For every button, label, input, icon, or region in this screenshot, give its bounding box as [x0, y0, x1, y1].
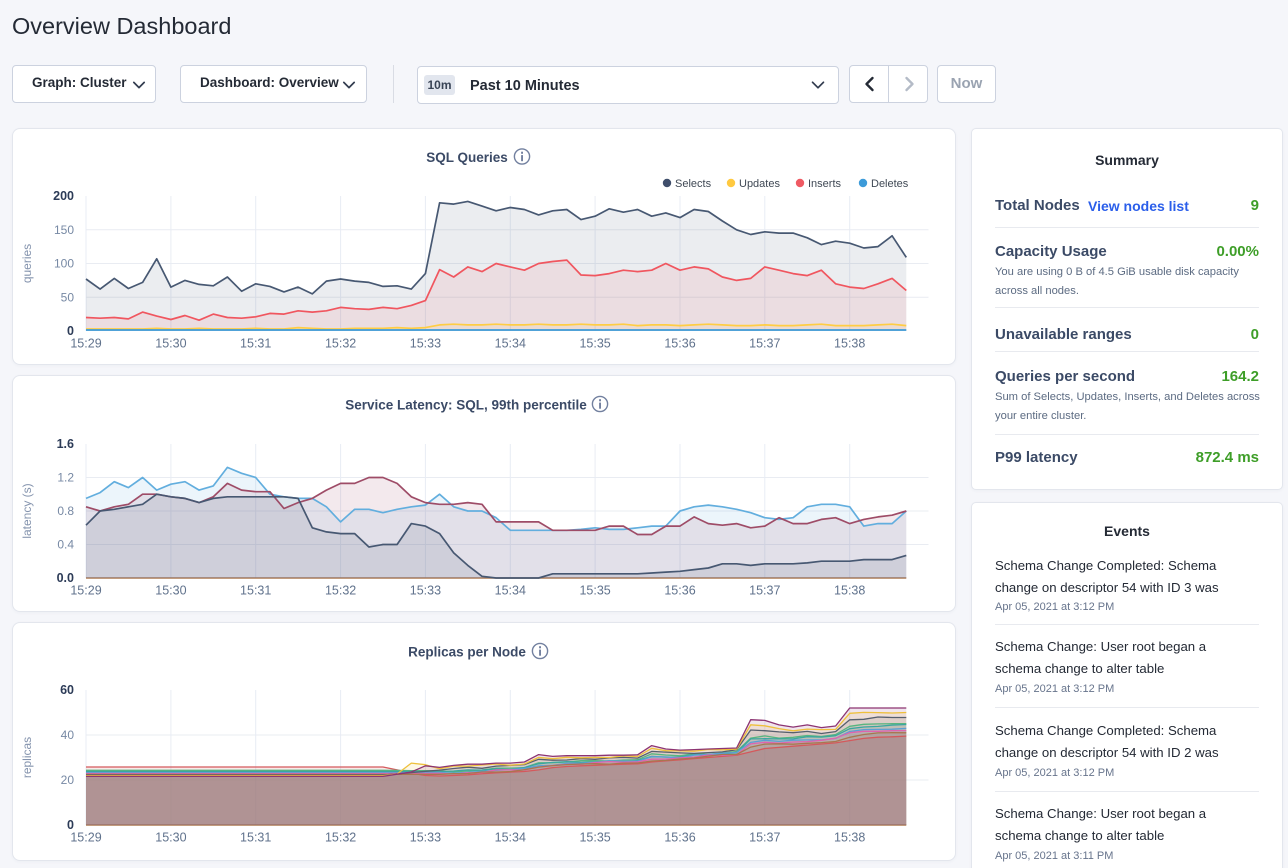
svg-text:15:37: 15:37	[749, 831, 780, 845]
svg-text:15:35: 15:35	[579, 337, 610, 351]
svg-text:1.6: 1.6	[57, 437, 74, 451]
svg-text:SQL Queries: SQL Queries	[426, 150, 508, 165]
svg-text:15:32: 15:32	[325, 584, 356, 598]
svg-text:15:31: 15:31	[240, 337, 271, 351]
svg-text:15:33: 15:33	[410, 831, 441, 845]
svg-text:15:36: 15:36	[664, 584, 695, 598]
svg-text:15:32: 15:32	[325, 831, 356, 845]
svg-text:0.4: 0.4	[57, 538, 74, 552]
svg-text:replicas: replicas	[20, 737, 34, 778]
svg-text:15:36: 15:36	[664, 337, 695, 351]
svg-text:15:30: 15:30	[155, 584, 186, 598]
svg-text:Selects: Selects	[675, 178, 712, 190]
svg-text:15:29: 15:29	[70, 337, 101, 351]
svg-text:15:35: 15:35	[579, 831, 610, 845]
svg-text:15:36: 15:36	[664, 831, 695, 845]
svg-text:latency (s): latency (s)	[20, 483, 34, 538]
svg-text:15:34: 15:34	[495, 584, 526, 598]
svg-text:15:29: 15:29	[70, 584, 101, 598]
svg-text:15:32: 15:32	[325, 337, 356, 351]
svg-text:1.2: 1.2	[57, 471, 74, 485]
svg-text:40: 40	[61, 728, 75, 742]
svg-text:15:38: 15:38	[834, 831, 865, 845]
svg-text:15:35: 15:35	[579, 584, 610, 598]
svg-text:Replicas per Node: Replicas per Node	[408, 645, 526, 660]
svg-text:Service Latency: SQL, 99th per: Service Latency: SQL, 99th percentile	[345, 398, 587, 413]
svg-text:0.0: 0.0	[57, 571, 74, 585]
svg-text:20: 20	[61, 773, 75, 787]
svg-text:15:38: 15:38	[834, 584, 865, 598]
svg-text:15:31: 15:31	[240, 831, 271, 845]
svg-text:15:38: 15:38	[834, 337, 865, 351]
svg-text:100: 100	[54, 257, 74, 271]
svg-text:Inserts: Inserts	[808, 178, 842, 190]
svg-text:15:30: 15:30	[155, 337, 186, 351]
svg-text:15:34: 15:34	[495, 831, 526, 845]
svg-text:0: 0	[67, 324, 74, 338]
svg-text:50: 50	[61, 290, 75, 304]
svg-text:60: 60	[60, 683, 74, 697]
svg-text:15:34: 15:34	[495, 337, 526, 351]
svg-text:queries: queries	[20, 244, 34, 283]
svg-text:15:37: 15:37	[749, 584, 780, 598]
svg-text:Updates: Updates	[739, 178, 780, 190]
svg-text:15:33: 15:33	[410, 337, 441, 351]
svg-text:15:30: 15:30	[155, 831, 186, 845]
svg-text:0: 0	[67, 818, 74, 832]
svg-text:0.8: 0.8	[57, 504, 74, 518]
svg-text:15:29: 15:29	[70, 831, 101, 845]
svg-text:Deletes: Deletes	[871, 178, 909, 190]
svg-text:15:33: 15:33	[410, 584, 441, 598]
svg-text:15:37: 15:37	[749, 337, 780, 351]
svg-text:15:31: 15:31	[240, 584, 271, 598]
svg-text:150: 150	[54, 223, 74, 237]
svg-text:200: 200	[53, 189, 74, 203]
